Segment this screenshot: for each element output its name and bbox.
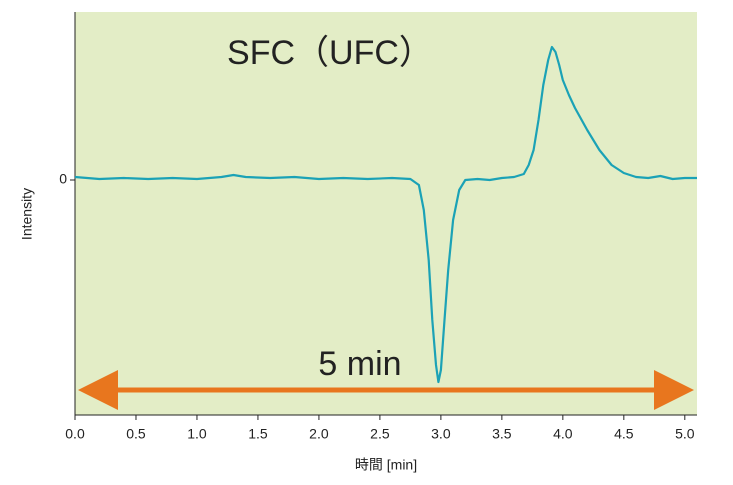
x-tick-label: 4.5 <box>614 426 634 442</box>
x-tick-label: 3.5 <box>492 426 512 442</box>
data-line <box>74 45 697 384</box>
x-tick-label: 0.5 <box>126 426 146 442</box>
chart-title: SFC（UFC） <box>227 34 433 72</box>
annotation: 5 min <box>318 345 401 383</box>
x-tick-label: 1.0 <box>187 426 207 442</box>
x-tick-label: 1.5 <box>248 426 268 442</box>
x-tick-label: 4.0 <box>553 426 573 442</box>
plot-background <box>75 12 697 415</box>
x-tick-label: 5.0 <box>675 426 695 442</box>
x-tick-label: 0.0 <box>65 426 85 442</box>
y-tick-label: 0 <box>59 171 67 187</box>
x-axis-label: 時間 [min] <box>355 457 417 473</box>
x-tick-label: 3.0 <box>431 426 451 442</box>
x-tick-label: 2.0 <box>309 426 329 442</box>
x-tick-label: 2.5 <box>370 426 390 442</box>
y-axis-label: Intensity <box>19 188 35 240</box>
